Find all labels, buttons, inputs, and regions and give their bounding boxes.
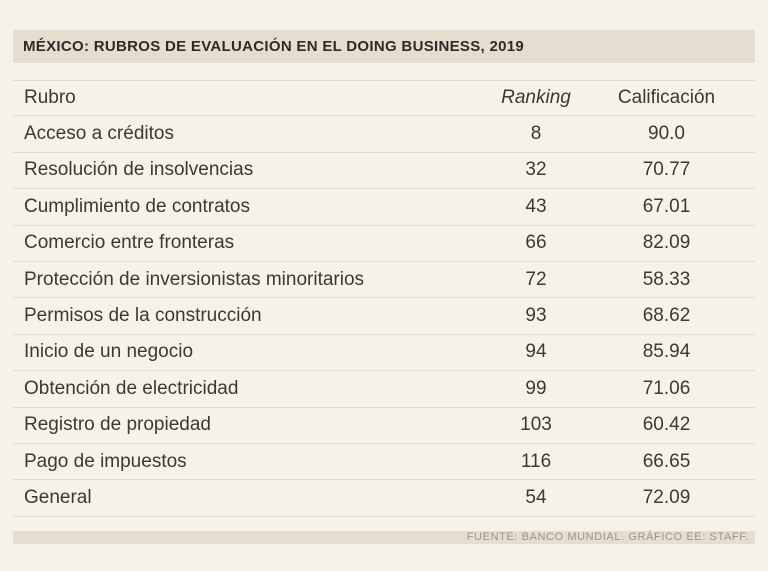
cell-ranking: 66 bbox=[525, 232, 547, 254]
table-body: Acceso a créditos 8 90.0 Resolución de inso… bbox=[13, 116, 755, 517]
cell-calificacion: 72.09 bbox=[642, 486, 691, 508]
cell-ranking: 8 bbox=[530, 123, 542, 145]
table-row: Inicio de un negocio 94 85.94 bbox=[13, 335, 755, 372]
cell-rubro: Comercio entre fronteras bbox=[24, 232, 235, 254]
cell-calificacion: 68.62 bbox=[642, 305, 691, 327]
cell-calificacion: 70.77 bbox=[642, 159, 691, 181]
column-header-rubro: Rubro bbox=[24, 87, 76, 109]
cell-calificacion: 60.42 bbox=[642, 414, 691, 436]
cell-rubro: General bbox=[24, 486, 92, 508]
cell-rubro: Resolución de insolvencias bbox=[24, 159, 254, 181]
column-header-calificacion: Calificación bbox=[617, 87, 716, 109]
cell-calificacion: 82.09 bbox=[642, 232, 691, 254]
cell-calificacion: 66.65 bbox=[642, 450, 691, 472]
table-row: General 54 72.09 bbox=[13, 480, 755, 517]
cell-rubro: Registro de propiedad bbox=[24, 414, 211, 436]
table-row: Registro de propiedad 103 60.42 bbox=[13, 408, 755, 444]
data-table: Rubro Ranking Calificación Acceso a créd… bbox=[13, 80, 755, 517]
cell-ranking: 54 bbox=[525, 486, 547, 508]
table-title: MÉXICO: RUBROS DE EVALUACIÓN EN EL DOING… bbox=[13, 30, 755, 63]
cell-ranking: 43 bbox=[525, 195, 547, 217]
table-row: Resolución de insolvencias 32 70.77 bbox=[13, 153, 755, 190]
cell-rubro: Permisos de la construcción bbox=[24, 305, 262, 327]
table-row: Protección de inversionistas minoritario… bbox=[13, 262, 755, 299]
table-row: Acceso a créditos 8 90.0 bbox=[13, 116, 755, 153]
cell-ranking: 94 bbox=[525, 341, 547, 363]
cell-calificacion: 90.0 bbox=[648, 123, 685, 145]
table-header-row: Rubro Ranking Calificación bbox=[13, 80, 755, 117]
table-row: Permisos de la construcción 93 68.62 bbox=[13, 298, 755, 335]
table-row: Obtención de electricidad 99 71.06 bbox=[13, 371, 755, 408]
cell-calificacion: 85.94 bbox=[642, 341, 691, 363]
cell-rubro: Acceso a créditos bbox=[24, 123, 174, 145]
table-row: Cumplimiento de contratos 43 67.01 bbox=[13, 189, 755, 226]
cell-rubro: Cumplimiento de contratos bbox=[24, 195, 250, 217]
cell-rubro: Protección de inversionistas minoritario… bbox=[24, 268, 365, 290]
cell-ranking: 32 bbox=[525, 159, 547, 181]
cell-ranking: 99 bbox=[525, 377, 547, 399]
cell-calificacion: 71.06 bbox=[642, 377, 691, 399]
cell-rubro: Obtención de electricidad bbox=[24, 377, 239, 399]
cell-ranking: 72 bbox=[525, 268, 547, 290]
cell-ranking: 103 bbox=[520, 414, 552, 436]
source-note: FUENTE: BANCO MUNDIAL. GRÁFICO EE: STAFF… bbox=[13, 531, 755, 544]
table-row: Comercio entre fronteras 66 82.09 bbox=[13, 226, 755, 262]
cell-calificacion: 58.33 bbox=[642, 268, 691, 290]
cell-rubro: Pago de impuestos bbox=[24, 450, 187, 472]
cell-ranking: 116 bbox=[520, 450, 552, 472]
table-row: Pago de impuestos 116 66.65 bbox=[13, 444, 755, 481]
cell-rubro: Inicio de un negocio bbox=[24, 341, 194, 363]
cell-ranking: 93 bbox=[525, 305, 547, 327]
cell-calificacion: 67.01 bbox=[642, 195, 691, 217]
column-header-ranking: Ranking bbox=[501, 87, 571, 109]
